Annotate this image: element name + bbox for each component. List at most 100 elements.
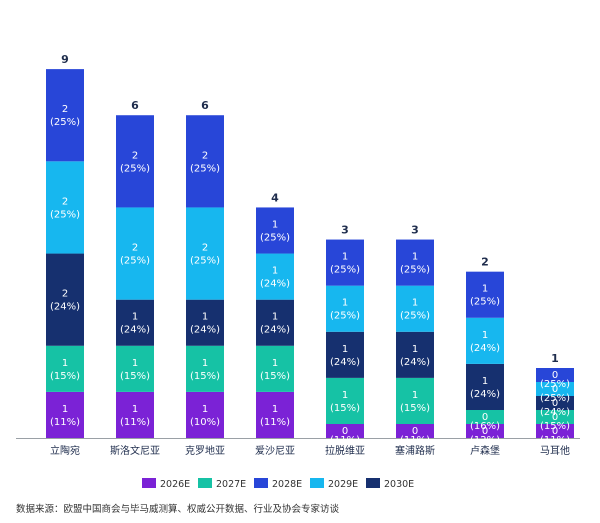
data-label-percent: (15%)	[190, 371, 220, 382]
data-label-percent: (25%)	[400, 311, 430, 322]
legend-swatch	[142, 478, 156, 488]
data-label-value: 0	[552, 384, 558, 395]
data-label-percent: (24%)	[190, 325, 220, 336]
bar-segment-2028E-4	[256, 299, 294, 346]
data-label-percent: (25%)	[120, 163, 150, 174]
data-label-percent: (25%)	[120, 256, 150, 267]
bar-segment-2027E-6	[396, 377, 434, 424]
bar-segment-2030E-3	[186, 115, 224, 208]
x-tick-label: 克罗地亚	[185, 444, 225, 457]
data-label-percent: (24%)	[470, 389, 500, 400]
bar-segment-2030E-7	[466, 271, 504, 318]
data-label-percent: (25%)	[330, 265, 360, 276]
source-note: 数据来源：欧盟中国商会与毕马威测算、权威公开数据、行业及协会专家访谈	[16, 504, 340, 515]
data-label-percent: (11%)	[50, 417, 80, 428]
bar-segment-2028E-7	[466, 363, 504, 410]
data-label-percent: (25%)	[540, 393, 570, 404]
data-label-value: 1	[342, 298, 348, 309]
bar-total-label: 2	[481, 256, 489, 269]
x-tick-label: 斯洛文尼亚	[110, 444, 160, 457]
bar-segment-2027E-1	[46, 345, 84, 392]
bar-segment-2028E-5	[326, 331, 364, 378]
bar-segment-2026E-2	[116, 391, 154, 438]
data-label-value: 1	[202, 358, 208, 369]
x-tick-label: 拉脱维亚	[325, 444, 365, 457]
data-label-value: 0	[342, 426, 348, 437]
data-label-value: 1	[62, 358, 68, 369]
bar-segment-2029E-8	[536, 382, 574, 396]
data-label-value: 1	[412, 252, 418, 263]
legend-label: 2029E	[328, 479, 358, 490]
data-label-value: 0	[552, 426, 558, 437]
bar-segment-2026E-7	[466, 424, 504, 438]
data-label-value: 2	[202, 243, 208, 254]
data-label-value: 0	[482, 412, 488, 423]
data-label-value: 1	[132, 312, 138, 323]
bar-segment-2027E-2	[116, 345, 154, 392]
data-label-percent: (16%)	[470, 421, 500, 432]
bar-segment-2029E-7	[466, 317, 504, 364]
legend-swatch	[254, 478, 268, 488]
data-label-value: 2	[62, 104, 68, 115]
legend-label: 2030E	[384, 479, 414, 490]
bar-total-label: 1	[551, 352, 559, 365]
data-label-percent: (25%)	[330, 311, 360, 322]
data-label-percent: (25%)	[190, 163, 220, 174]
data-label-value: 1	[412, 344, 418, 355]
bar-segment-2026E-4	[256, 391, 294, 438]
data-label-percent: (25%)	[470, 297, 500, 308]
bar-segment-2027E-8	[536, 410, 574, 424]
data-label-percent: (24%)	[470, 343, 500, 354]
data-label-percent: (15%)	[330, 403, 360, 414]
bar-segment-2026E-8	[536, 424, 574, 438]
data-label-percent: (11%)	[400, 435, 430, 446]
legend-swatch	[310, 478, 324, 488]
x-tick-label: 卢森堡	[470, 444, 500, 457]
data-label-value: 1	[272, 266, 278, 277]
bar-segment-2026E-3	[186, 391, 224, 438]
data-label-percent: (15%)	[260, 371, 290, 382]
data-label-value: 2	[132, 243, 138, 254]
data-label-value: 1	[342, 390, 348, 401]
bar-segment-2026E-1	[46, 391, 84, 438]
data-label-percent: (24%)	[260, 279, 290, 290]
data-label-percent: (24%)	[260, 325, 290, 336]
bar-segment-2027E-5	[326, 377, 364, 424]
data-label-percent: (24%)	[540, 407, 570, 418]
data-label-percent: (25%)	[190, 256, 220, 267]
bar-segment-2028E-3	[186, 299, 224, 346]
legend-label: 2027E	[216, 479, 246, 490]
data-label-value: 1	[132, 404, 138, 415]
data-label-percent: (12%)	[470, 435, 500, 446]
data-label-value: 2	[132, 150, 138, 161]
bar-total-label: 9	[61, 53, 69, 66]
data-label-value: 0	[412, 426, 418, 437]
data-label-percent: (24%)	[400, 357, 430, 368]
data-label-value: 0	[552, 412, 558, 423]
data-label-value: 1	[272, 358, 278, 369]
bar-total-label: 6	[201, 99, 209, 112]
data-label-value: 2	[202, 150, 208, 161]
bar-segment-2027E-4	[256, 345, 294, 392]
data-label-percent: (11%)	[120, 417, 150, 428]
data-label-value: 1	[482, 376, 488, 387]
data-label-percent: (15%)	[540, 421, 570, 432]
data-label-value: 1	[272, 220, 278, 231]
data-label-percent: (25%)	[50, 117, 80, 128]
data-label-value: 1	[342, 252, 348, 263]
bar-segment-2026E-5	[326, 424, 364, 438]
data-label-value: 2	[62, 289, 68, 300]
data-label-percent: (15%)	[400, 403, 430, 414]
data-label-percent: (15%)	[50, 371, 80, 382]
bar-segment-2028E-2	[116, 299, 154, 346]
data-label-value: 1	[202, 312, 208, 323]
data-label-percent: (24%)	[50, 302, 80, 313]
bar-segment-2029E-2	[116, 207, 154, 300]
bar-segment-2030E-5	[326, 239, 364, 286]
bar-segment-2028E-1	[46, 253, 84, 346]
bar-segment-2030E-4	[256, 207, 294, 254]
data-label-value: 1	[482, 330, 488, 341]
bar-total-label: 6	[131, 99, 139, 112]
bar-segment-2029E-1	[46, 161, 84, 254]
